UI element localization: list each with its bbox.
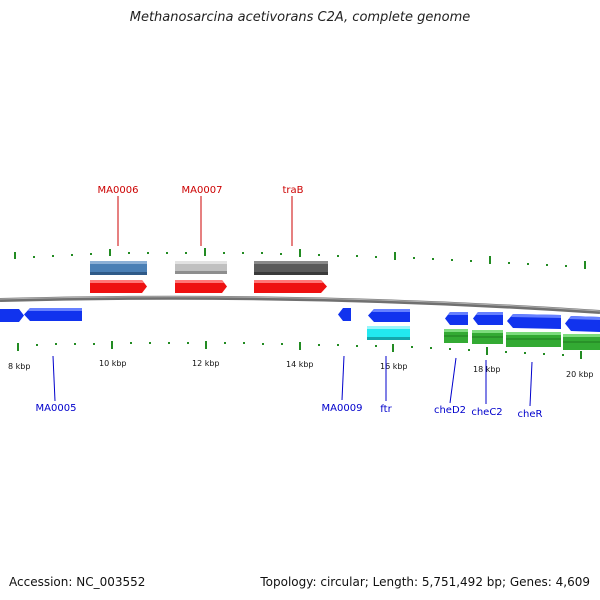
gene-label-cher[interactable]: cheR xyxy=(518,409,543,420)
genome-backbone-highlight xyxy=(0,296,600,312)
gene-label-chec2[interactable]: cheC2 xyxy=(471,407,502,418)
upper-ticks xyxy=(14,248,586,269)
lower-ticks xyxy=(17,341,582,359)
accession-label: Accession: NC_003552 xyxy=(9,575,146,589)
ruler-labels: 8 kbp 10 kbp 12 kbp 14 kbp 16 kbp 18 kbp… xyxy=(8,359,594,379)
ruler-label-16kbp: 16 kbp xyxy=(380,362,408,371)
gene-arrow-ftr[interactable] xyxy=(368,309,410,322)
ruler-label-12kbp: 12 kbp xyxy=(192,359,220,368)
genome-backbone xyxy=(0,295,600,314)
gene-label-ftr[interactable]: ftr xyxy=(380,404,392,415)
gene-label-ma0005[interactable]: MA0005 xyxy=(36,403,77,414)
ruler-label-14kbp: 14 kbp xyxy=(286,360,314,369)
ruler-label-20kbp: 20 kbp xyxy=(566,370,594,379)
gene-label-ma0009[interactable]: MA0009 xyxy=(322,403,363,414)
label-leaders-reverse xyxy=(52,355,533,407)
reverse-genes xyxy=(0,308,600,332)
gene-arrow-trab[interactable] xyxy=(254,280,327,293)
gene-arrow-ma0004[interactable] xyxy=(0,309,24,322)
gene-arrow-ma0007[interactable] xyxy=(175,280,227,293)
gene-arrow-ma0006[interactable] xyxy=(90,280,147,293)
ruler-label-8kbp: 8 kbp xyxy=(8,362,30,371)
gene-arrow-ched2[interactable] xyxy=(445,312,468,325)
gene-label-ma0006[interactable]: MA0006 xyxy=(98,185,139,196)
ruler-label-18kbp: 18 kbp xyxy=(473,365,501,374)
gene-label-ma0007[interactable]: MA0007 xyxy=(182,185,223,196)
cog-track-upper xyxy=(90,261,328,275)
gene-arrow-ma0009[interactable] xyxy=(338,308,351,321)
gene-arrow-ma0005[interactable] xyxy=(24,308,82,321)
cog-bar-ma0007 xyxy=(175,261,227,274)
label-leaders-forward xyxy=(117,196,293,246)
cog-bar-ma0006 xyxy=(90,261,147,275)
forward-genes xyxy=(90,280,327,293)
gene-label-trab[interactable]: traB xyxy=(282,185,303,196)
gene-labels-reverse: MA0005 MA0009 ftr cheD2 cheC2 cheR xyxy=(36,403,543,420)
gene-arrow-next[interactable] xyxy=(565,316,600,332)
cog-track-lower xyxy=(367,326,600,350)
gene-arrow-chec2[interactable] xyxy=(473,312,503,325)
topology-label: Topology: circular; Length: 5,751,492 bp… xyxy=(260,575,590,589)
gene-arrow-cher[interactable] xyxy=(507,314,561,329)
cog-bar-trab xyxy=(254,261,328,275)
ruler-label-10kbp: 10 kbp xyxy=(99,359,127,368)
cog-bar-ftr xyxy=(367,326,410,340)
genome-title: Methanosarcina acetivorans C2A, complete… xyxy=(129,10,471,25)
gene-labels-forward: MA0006 MA0007 traB xyxy=(98,185,304,196)
gene-label-ched2[interactable]: cheD2 xyxy=(434,405,466,416)
